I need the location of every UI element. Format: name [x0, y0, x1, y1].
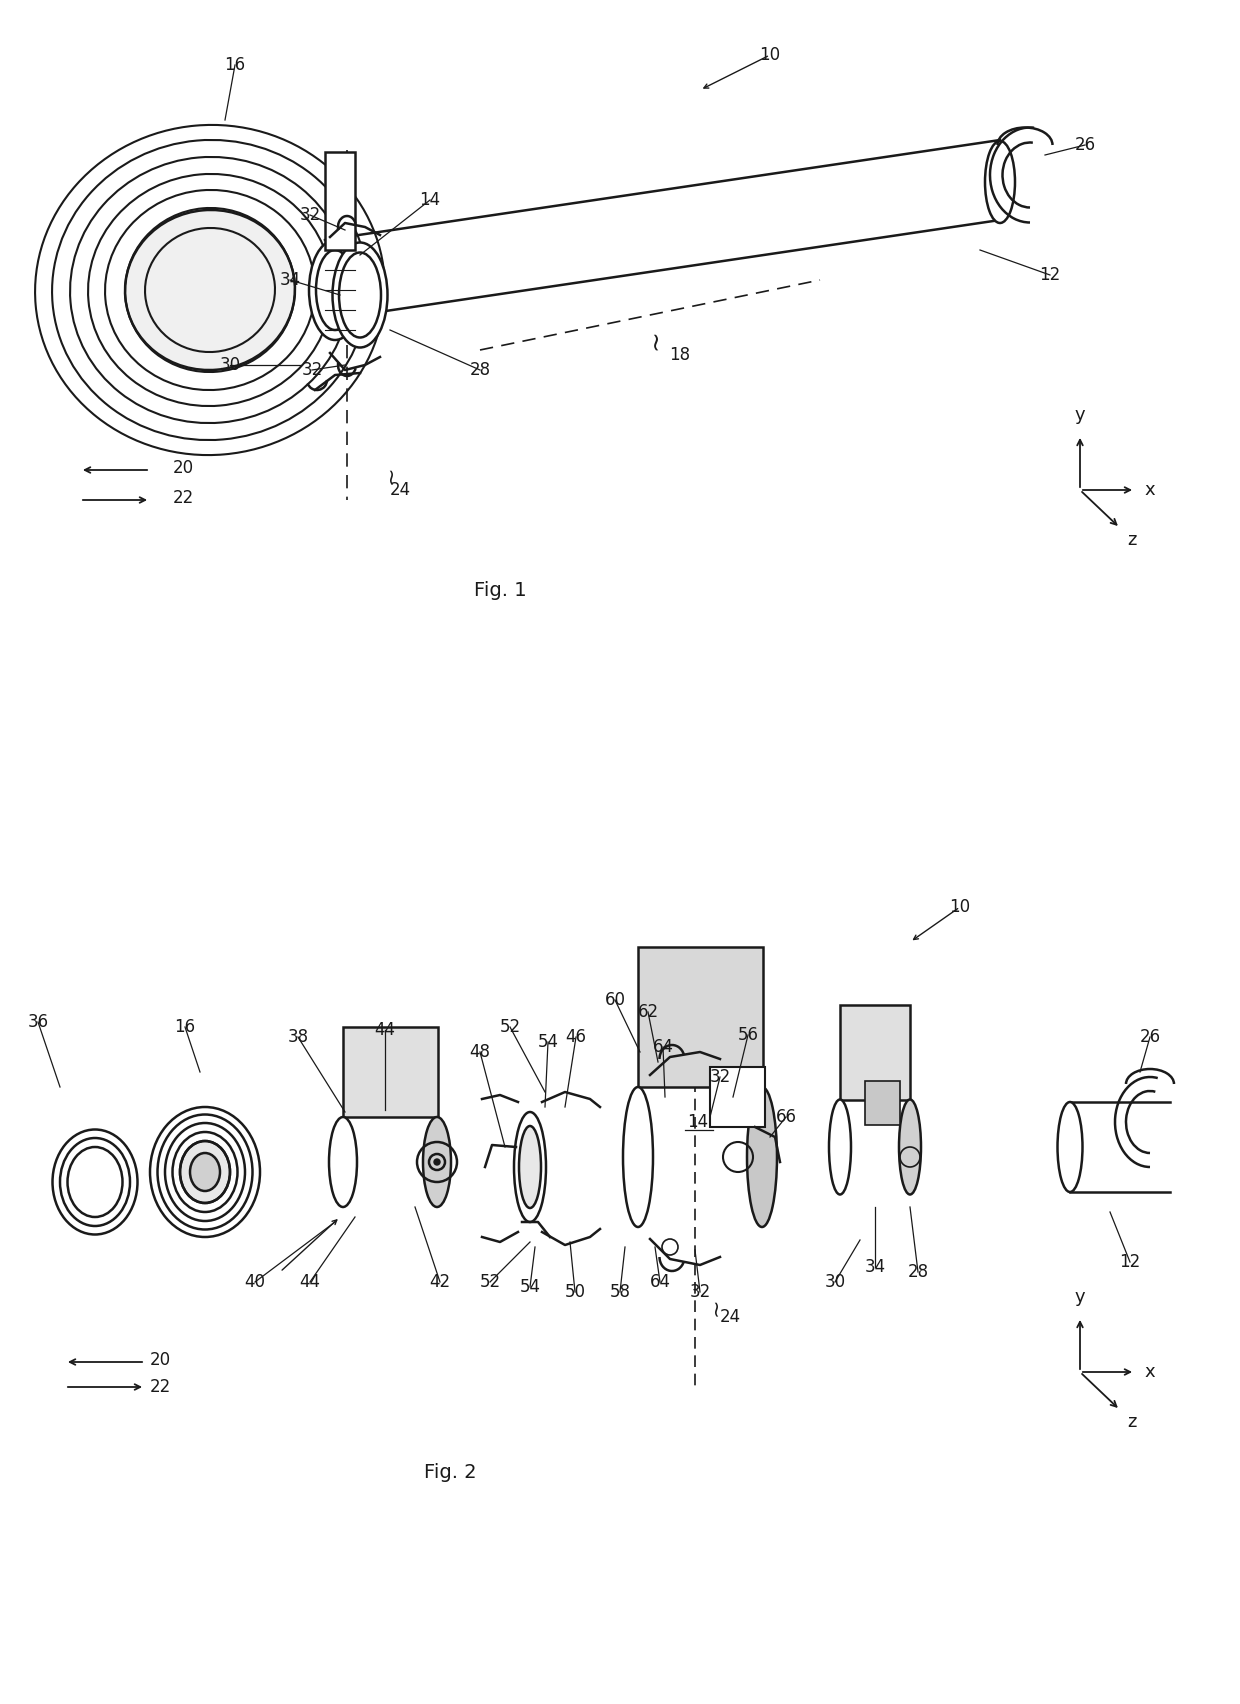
- Text: 54: 54: [537, 1033, 558, 1051]
- Text: 12: 12: [1120, 1252, 1141, 1271]
- Text: 20: 20: [150, 1351, 171, 1368]
- Text: 34: 34: [864, 1258, 885, 1276]
- Text: 40: 40: [244, 1273, 265, 1292]
- Text: 34: 34: [279, 271, 300, 290]
- Text: Fig. 2: Fig. 2: [424, 1462, 476, 1481]
- Text: 22: 22: [149, 1379, 171, 1396]
- Bar: [325, 152, 355, 250]
- Text: ~: ~: [644, 329, 667, 351]
- Text: 14: 14: [419, 191, 440, 210]
- Text: 58: 58: [610, 1283, 630, 1300]
- Text: 56: 56: [738, 1026, 759, 1045]
- Text: z: z: [1127, 532, 1137, 549]
- Text: 28: 28: [470, 361, 491, 378]
- Text: 14: 14: [687, 1113, 708, 1131]
- Bar: [639, 947, 763, 1087]
- Bar: [866, 1080, 900, 1125]
- Text: 26: 26: [1074, 136, 1096, 153]
- Text: 24: 24: [389, 481, 410, 499]
- Text: 32: 32: [301, 361, 322, 378]
- Ellipse shape: [622, 1087, 653, 1227]
- Bar: [343, 1028, 438, 1118]
- Text: 46: 46: [565, 1028, 587, 1046]
- Text: 28: 28: [908, 1263, 929, 1281]
- Ellipse shape: [746, 1087, 777, 1227]
- Text: 18: 18: [670, 346, 691, 365]
- Text: 10: 10: [759, 46, 780, 65]
- Text: 22: 22: [172, 489, 193, 508]
- Text: 52: 52: [480, 1273, 501, 1292]
- Text: 48: 48: [470, 1043, 491, 1062]
- Text: y: y: [1075, 1288, 1085, 1305]
- Circle shape: [434, 1159, 440, 1166]
- Text: 32: 32: [299, 206, 321, 223]
- Text: 54: 54: [520, 1278, 541, 1297]
- Text: 20: 20: [172, 458, 193, 477]
- Ellipse shape: [329, 1118, 357, 1206]
- Text: 38: 38: [288, 1028, 309, 1046]
- Text: 16: 16: [224, 56, 246, 73]
- Text: 24: 24: [719, 1309, 740, 1326]
- Text: ~: ~: [706, 1298, 725, 1315]
- Text: 60: 60: [605, 992, 625, 1009]
- Text: 44: 44: [300, 1273, 320, 1292]
- Ellipse shape: [515, 1113, 546, 1222]
- Text: ~: ~: [379, 465, 401, 484]
- Text: 50: 50: [564, 1283, 585, 1300]
- Text: z: z: [1127, 1413, 1137, 1431]
- Text: 66: 66: [775, 1108, 796, 1126]
- Text: 32: 32: [709, 1068, 730, 1085]
- Text: 52: 52: [500, 1017, 521, 1036]
- Text: 64: 64: [652, 1038, 673, 1056]
- Text: 44: 44: [374, 1021, 396, 1039]
- Text: 42: 42: [429, 1273, 450, 1292]
- Text: 32: 32: [689, 1283, 711, 1300]
- Bar: [711, 1067, 765, 1126]
- Text: x: x: [1145, 481, 1156, 499]
- Ellipse shape: [125, 210, 295, 370]
- Text: 30: 30: [219, 356, 241, 373]
- Bar: [839, 1005, 910, 1101]
- Text: 30: 30: [825, 1273, 846, 1292]
- Ellipse shape: [520, 1126, 541, 1208]
- Text: 12: 12: [1039, 266, 1060, 285]
- Ellipse shape: [830, 1099, 851, 1195]
- Text: 62: 62: [637, 1004, 658, 1021]
- Ellipse shape: [190, 1154, 219, 1191]
- Ellipse shape: [1058, 1102, 1083, 1193]
- Text: 36: 36: [27, 1012, 48, 1031]
- Text: x: x: [1145, 1363, 1156, 1380]
- Text: 64: 64: [650, 1273, 671, 1292]
- Text: Fig. 1: Fig. 1: [474, 581, 526, 600]
- Text: 16: 16: [175, 1017, 196, 1036]
- Ellipse shape: [985, 141, 1016, 223]
- Text: 10: 10: [950, 898, 971, 917]
- Ellipse shape: [309, 240, 361, 341]
- Text: y: y: [1075, 406, 1085, 424]
- Ellipse shape: [180, 1142, 229, 1203]
- Ellipse shape: [423, 1118, 451, 1206]
- Ellipse shape: [899, 1099, 921, 1195]
- Text: 26: 26: [1140, 1028, 1161, 1046]
- Ellipse shape: [332, 242, 387, 348]
